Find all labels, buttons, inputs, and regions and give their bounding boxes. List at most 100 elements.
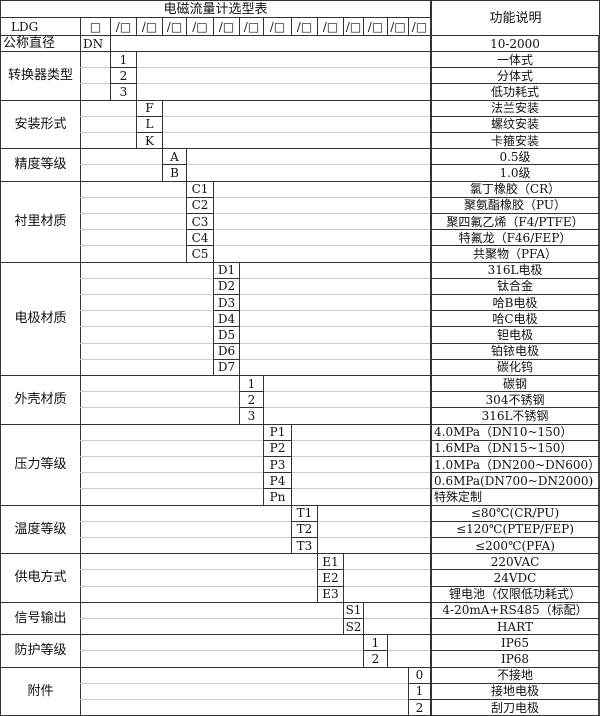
option-code: E1 xyxy=(317,553,344,571)
option-description: ≤80℃(CR/PU) xyxy=(430,504,600,522)
row-divider xyxy=(80,115,136,117)
row-divider xyxy=(213,245,430,247)
option-code: 1 xyxy=(239,375,264,393)
row-divider xyxy=(186,164,430,166)
option-description: 一体式 xyxy=(430,51,600,69)
option-code: 1 xyxy=(110,51,137,69)
option-description: 共聚物（PFA） xyxy=(430,245,600,263)
row-divider xyxy=(80,699,408,700)
option-code: E2 xyxy=(317,569,344,587)
option-code: 1 xyxy=(408,682,431,700)
option-code: A xyxy=(162,148,187,166)
row-divider xyxy=(80,245,186,247)
option-code: C2 xyxy=(186,196,214,214)
option-code: B xyxy=(162,164,187,182)
row-divider xyxy=(136,83,430,85)
filler xyxy=(80,553,317,603)
option-description: 聚氨酯橡胶（PU） xyxy=(430,196,600,214)
row-divider xyxy=(213,196,430,198)
option-code: P3 xyxy=(263,456,292,474)
model-slot-dn: □ xyxy=(80,17,111,36)
option-description: 不接地 xyxy=(430,666,600,684)
row-divider xyxy=(80,439,263,441)
row-divider xyxy=(239,277,430,279)
group-label: 信号输出 xyxy=(0,601,81,636)
model-slot: /□ xyxy=(317,17,344,36)
row-divider xyxy=(239,358,430,360)
filler xyxy=(80,99,136,150)
option-code: Pn xyxy=(263,488,292,506)
option-code: 3 xyxy=(110,83,137,101)
filler xyxy=(263,375,430,425)
row-divider xyxy=(80,537,291,538)
option-code: D1 xyxy=(213,261,240,279)
row-divider xyxy=(291,488,430,490)
row-divider xyxy=(80,294,213,295)
row-divider xyxy=(343,585,430,587)
option-code: D7 xyxy=(213,358,240,376)
option-code: 0 xyxy=(408,666,431,684)
model-slot: /□ xyxy=(291,17,318,36)
option-description: 钛合金 xyxy=(430,277,600,295)
row-divider xyxy=(80,326,213,328)
row-divider xyxy=(213,229,430,231)
filler xyxy=(80,504,291,555)
model-slot: /□ xyxy=(213,17,240,36)
option-description: 哈B电极 xyxy=(430,294,600,312)
row-divider xyxy=(162,115,430,117)
group-label: 温度等级 xyxy=(0,504,81,555)
option-description: IP68 xyxy=(430,650,600,668)
model-slot: /□ xyxy=(162,17,187,36)
row-divider xyxy=(263,407,430,409)
option-code: 2 xyxy=(110,67,137,85)
option-description: 螺纹安装 xyxy=(430,115,600,133)
option-description: 氯丁橡胶（CR） xyxy=(430,180,600,198)
row-divider xyxy=(239,326,430,328)
row-divider xyxy=(317,537,430,538)
option-description: 24VDC xyxy=(430,569,600,587)
option-code: P4 xyxy=(263,472,292,490)
row-divider xyxy=(80,132,136,133)
option-code: C1 xyxy=(186,180,214,198)
option-code: T2 xyxy=(291,520,318,538)
option-description: 特殊定制 xyxy=(430,488,600,506)
row-divider xyxy=(80,229,186,231)
group-label: 外壳材质 xyxy=(0,375,81,425)
row-divider xyxy=(213,213,430,214)
model-slot: /□ xyxy=(363,17,388,36)
row-divider xyxy=(80,358,213,360)
row-divider xyxy=(80,310,213,312)
option-code: F xyxy=(136,99,163,117)
option-code: 1 xyxy=(363,634,388,652)
option-description: 锂电池（仅限低功耗式） xyxy=(430,585,600,603)
row-divider xyxy=(343,569,430,571)
model-slot: /□ xyxy=(263,17,292,36)
group-label: 衬里材质 xyxy=(0,180,81,263)
row-divider xyxy=(291,439,430,441)
filler xyxy=(80,375,239,425)
option-code: D2 xyxy=(213,277,240,295)
option-description: HART xyxy=(430,618,600,636)
option-code: D6 xyxy=(213,342,240,360)
option-code: D5 xyxy=(213,326,240,344)
nominal-diameter-code: DN xyxy=(80,35,111,52)
row-divider xyxy=(80,164,162,166)
model-slot: /□ xyxy=(110,17,137,36)
filler xyxy=(317,504,430,555)
filler xyxy=(80,180,186,263)
row-divider xyxy=(162,132,430,133)
group-label: 精度等级 xyxy=(0,148,81,182)
option-description: 1.6MPa（DN15~150） xyxy=(430,439,600,457)
row-divider xyxy=(80,277,213,279)
group-label: 防护等级 xyxy=(0,634,81,668)
model-slot: /□ xyxy=(408,17,431,36)
option-code: T3 xyxy=(291,537,318,555)
option-code: C3 xyxy=(186,213,214,231)
model-slot: /□ xyxy=(387,17,409,36)
group-label: 转换器类型 xyxy=(0,51,81,101)
function-header: 功能说明 xyxy=(430,0,600,36)
group-label: 附件 xyxy=(0,666,81,716)
option-code: 3 xyxy=(239,407,264,425)
filler xyxy=(343,553,430,603)
row-divider xyxy=(136,67,430,69)
